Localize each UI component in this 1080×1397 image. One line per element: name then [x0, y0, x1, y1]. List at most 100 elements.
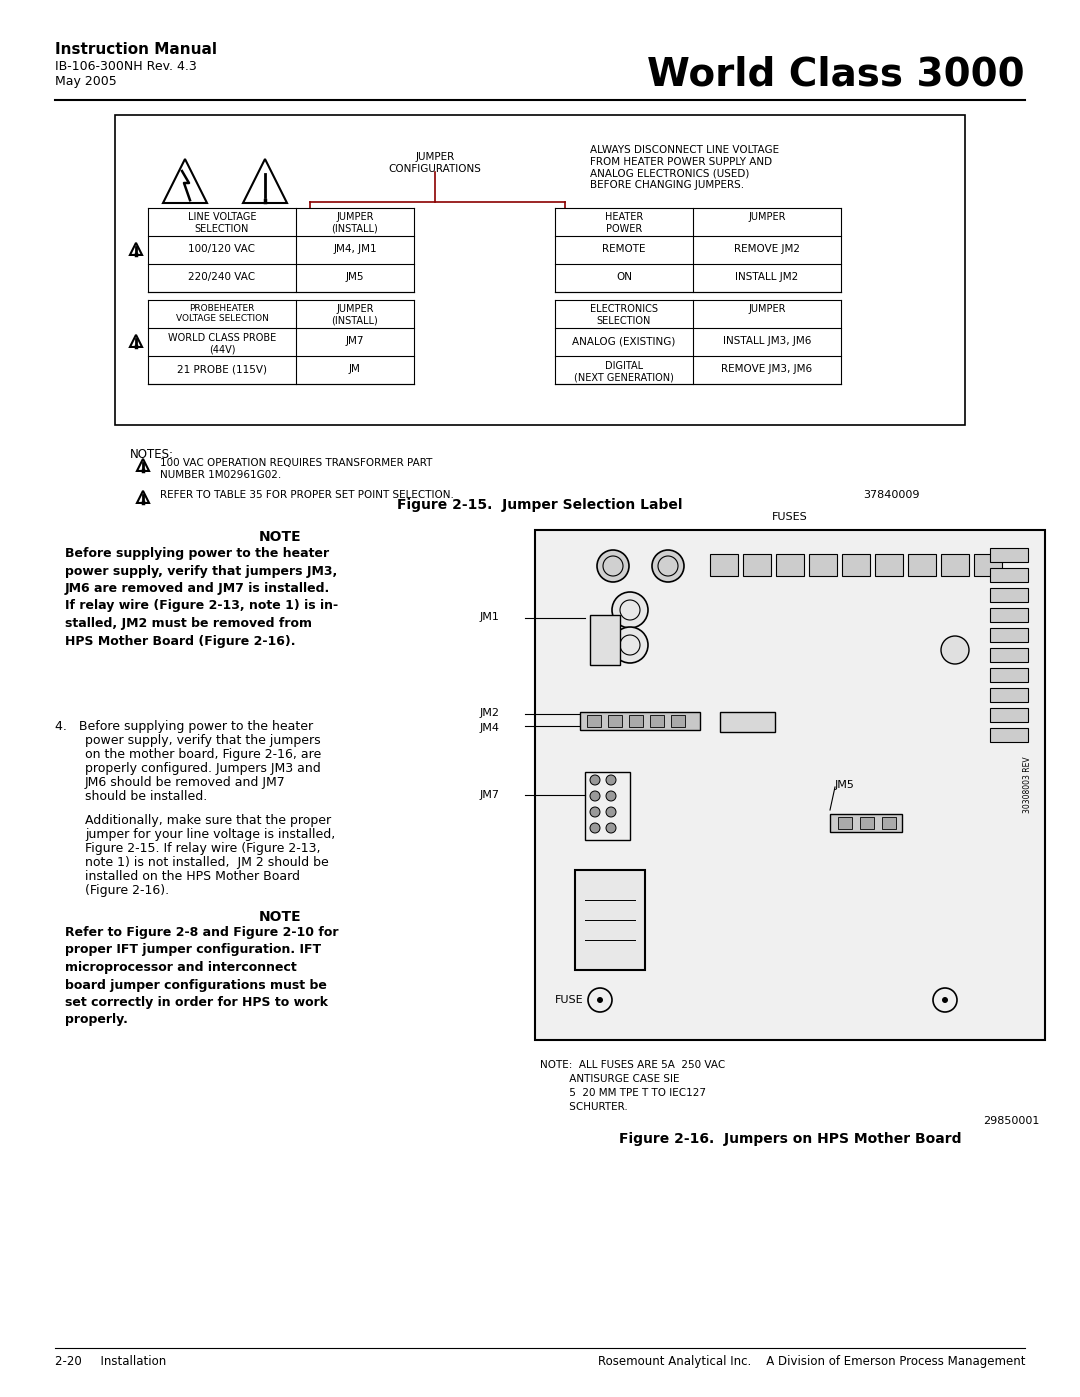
Text: NOTE: NOTE	[259, 529, 301, 543]
Text: 30308003 REV: 30308003 REV	[1023, 757, 1031, 813]
FancyBboxPatch shape	[535, 529, 1045, 1039]
Text: NOTES:: NOTES:	[130, 448, 174, 461]
Text: 4.   Before supplying power to the heater: 4. Before supplying power to the heater	[55, 719, 313, 733]
Text: WORLD CLASS PROBE
(44V): WORLD CLASS PROBE (44V)	[167, 332, 276, 355]
Circle shape	[606, 791, 616, 800]
Text: NOTE:  ALL FUSES ARE 5A  250 VAC: NOTE: ALL FUSES ARE 5A 250 VAC	[540, 1060, 726, 1070]
FancyBboxPatch shape	[809, 555, 837, 576]
Text: 100/120 VAC: 100/120 VAC	[189, 244, 256, 254]
Text: power supply, verify that the jumpers: power supply, verify that the jumpers	[85, 733, 321, 747]
FancyBboxPatch shape	[114, 115, 966, 425]
Text: Refer to Figure 2-8 and Figure 2-10 for
proper IFT jumper configuration. IFT
mic: Refer to Figure 2-8 and Figure 2-10 for …	[65, 926, 338, 1027]
Circle shape	[652, 550, 684, 583]
Circle shape	[612, 592, 648, 629]
Text: 2-20     Installation: 2-20 Installation	[55, 1355, 166, 1368]
Text: JM7: JM7	[346, 337, 364, 346]
FancyBboxPatch shape	[629, 715, 643, 726]
Text: Figure 2-16.  Jumpers on HPS Mother Board: Figure 2-16. Jumpers on HPS Mother Board	[619, 1132, 961, 1146]
Text: note 1) is not installed,  JM 2 should be: note 1) is not installed, JM 2 should be	[85, 856, 328, 869]
Text: JM4: JM4	[480, 724, 500, 733]
Circle shape	[597, 550, 629, 583]
Text: JM2: JM2	[480, 708, 500, 718]
Text: FUSE: FUSE	[555, 995, 583, 1004]
Text: JM6 should be removed and JM7: JM6 should be removed and JM7	[85, 775, 286, 789]
Text: properly configured. Jumpers JM3 and: properly configured. Jumpers JM3 and	[85, 761, 321, 775]
Text: Additionally, make sure that the proper: Additionally, make sure that the proper	[85, 814, 332, 827]
FancyBboxPatch shape	[580, 712, 700, 731]
Text: 37840009: 37840009	[864, 490, 920, 500]
Text: installed on the HPS Mother Board: installed on the HPS Mother Board	[85, 870, 300, 883]
Text: 29850001: 29850001	[984, 1116, 1040, 1126]
Circle shape	[597, 997, 603, 1003]
FancyBboxPatch shape	[990, 687, 1028, 703]
Text: ANALOG (EXISTING): ANALOG (EXISTING)	[572, 337, 676, 346]
FancyBboxPatch shape	[990, 588, 1028, 602]
Text: PROBEHEATER
VOLTAGE SELECTION: PROBEHEATER VOLTAGE SELECTION	[176, 305, 269, 323]
FancyBboxPatch shape	[838, 817, 852, 828]
Text: JUMPER
(INSTALL): JUMPER (INSTALL)	[332, 212, 378, 233]
Text: Figure 2-15.  Jumper Selection Label: Figure 2-15. Jumper Selection Label	[397, 497, 683, 511]
FancyBboxPatch shape	[990, 608, 1028, 622]
Text: HEATER
POWER: HEATER POWER	[605, 212, 643, 233]
FancyBboxPatch shape	[990, 548, 1028, 562]
Circle shape	[941, 636, 969, 664]
Text: on the mother board, Figure 2-16, are: on the mother board, Figure 2-16, are	[85, 747, 321, 761]
FancyBboxPatch shape	[710, 555, 738, 576]
Text: JM: JM	[349, 365, 361, 374]
FancyBboxPatch shape	[860, 817, 874, 828]
FancyBboxPatch shape	[875, 555, 903, 576]
Text: ANTISURGE CASE SIE: ANTISURGE CASE SIE	[540, 1074, 679, 1084]
Circle shape	[606, 823, 616, 833]
Text: JUMPER
(INSTALL): JUMPER (INSTALL)	[332, 305, 378, 326]
FancyBboxPatch shape	[842, 555, 870, 576]
Text: JUMPER: JUMPER	[748, 305, 786, 314]
Text: Figure 2-15. If relay wire (Figure 2-13,: Figure 2-15. If relay wire (Figure 2-13,	[85, 842, 321, 855]
Text: JM5: JM5	[346, 272, 364, 282]
Text: IB-106-300NH Rev. 4.3: IB-106-300NH Rev. 4.3	[55, 60, 197, 73]
Text: REMOVE JM3, JM6: REMOVE JM3, JM6	[721, 365, 812, 374]
Text: ALWAYS DISCONNECT LINE VOLTAGE
FROM HEATER POWER SUPPLY AND
ANALOG ELECTRONICS (: ALWAYS DISCONNECT LINE VOLTAGE FROM HEAT…	[590, 145, 779, 190]
FancyBboxPatch shape	[608, 715, 622, 726]
FancyBboxPatch shape	[941, 555, 969, 576]
Text: REMOTE: REMOTE	[603, 244, 646, 254]
Circle shape	[606, 775, 616, 785]
Text: ON: ON	[616, 272, 632, 282]
Text: JUMPER
CONFIGURATIONS: JUMPER CONFIGURATIONS	[389, 152, 482, 173]
Text: (Figure 2-16).: (Figure 2-16).	[85, 884, 170, 897]
Circle shape	[612, 627, 648, 664]
FancyBboxPatch shape	[974, 555, 1002, 576]
Text: World Class 3000: World Class 3000	[647, 54, 1025, 94]
Text: LINE VOLTAGE
SELECTION: LINE VOLTAGE SELECTION	[188, 212, 256, 233]
Text: JM7: JM7	[480, 789, 500, 800]
Text: Rosemount Analytical Inc.    A Division of Emerson Process Management: Rosemount Analytical Inc. A Division of …	[597, 1355, 1025, 1368]
Circle shape	[590, 791, 600, 800]
FancyBboxPatch shape	[650, 715, 664, 726]
Text: REFER TO TABLE 35 FOR PROPER SET POINT SELECTION.: REFER TO TABLE 35 FOR PROPER SET POINT S…	[160, 490, 454, 500]
FancyBboxPatch shape	[671, 715, 685, 726]
Text: JUMPER: JUMPER	[748, 212, 786, 222]
Text: DIGITAL
(NEXT GENERATION): DIGITAL (NEXT GENERATION)	[575, 360, 674, 383]
Text: Before supplying power to the heater
power supply, verify that jumpers JM3,
JM6 : Before supplying power to the heater pow…	[65, 548, 338, 647]
Text: JM4, JM1: JM4, JM1	[334, 244, 377, 254]
Text: JM1: JM1	[480, 612, 500, 622]
FancyBboxPatch shape	[590, 615, 620, 665]
Text: jumper for your line voltage is installed,: jumper for your line voltage is installe…	[85, 828, 335, 841]
FancyBboxPatch shape	[777, 555, 804, 576]
Text: should be installed.: should be installed.	[85, 789, 207, 803]
Text: 100 VAC OPERATION REQUIRES TRANSFORMER PART
NUMBER 1M02961G02.: 100 VAC OPERATION REQUIRES TRANSFORMER P…	[160, 458, 432, 479]
Text: JM5: JM5	[835, 780, 855, 789]
Text: 220/240 VAC: 220/240 VAC	[188, 272, 256, 282]
Text: NOTE: NOTE	[259, 909, 301, 923]
Text: REMOVE JM2: REMOVE JM2	[734, 244, 800, 254]
FancyBboxPatch shape	[831, 814, 902, 833]
Text: ELECTRONICS
SELECTION: ELECTRONICS SELECTION	[590, 305, 658, 326]
Text: INSTALL JM3, JM6: INSTALL JM3, JM6	[723, 337, 811, 346]
Circle shape	[590, 807, 600, 817]
Text: Instruction Manual: Instruction Manual	[55, 42, 217, 57]
Text: May 2005: May 2005	[55, 75, 117, 88]
Circle shape	[590, 823, 600, 833]
FancyBboxPatch shape	[990, 648, 1028, 662]
FancyBboxPatch shape	[588, 715, 600, 726]
Text: 5  20 MM TPE T TO IEC127: 5 20 MM TPE T TO IEC127	[540, 1088, 706, 1098]
FancyBboxPatch shape	[990, 629, 1028, 643]
